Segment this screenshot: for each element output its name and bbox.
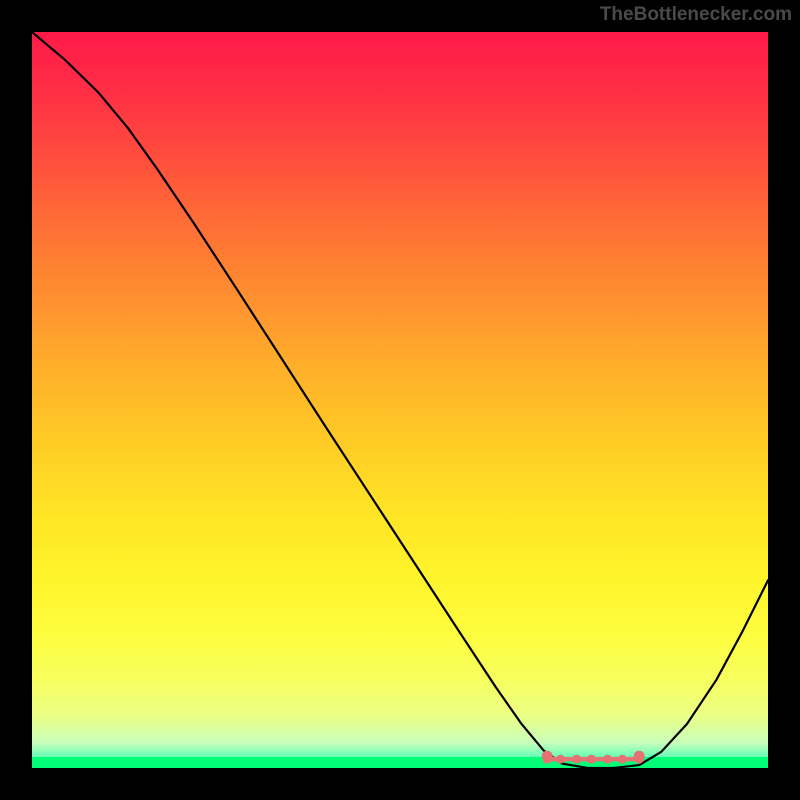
trough-marker-dot: [635, 755, 644, 764]
bottleneck-curve: [32, 32, 768, 768]
attribution-text: TheBottlenecker.com: [600, 4, 792, 26]
trough-marker-dot: [587, 755, 596, 764]
trough-marker-dot: [572, 755, 581, 764]
trough-marker-group: [542, 751, 645, 764]
trough-marker-dot: [543, 755, 552, 764]
chart-plot-area: [32, 32, 768, 768]
trough-marker-dot: [603, 755, 612, 764]
trough-marker-dot: [556, 755, 565, 764]
chart-overlay-svg: [32, 32, 768, 768]
trough-marker-dot: [618, 755, 627, 764]
